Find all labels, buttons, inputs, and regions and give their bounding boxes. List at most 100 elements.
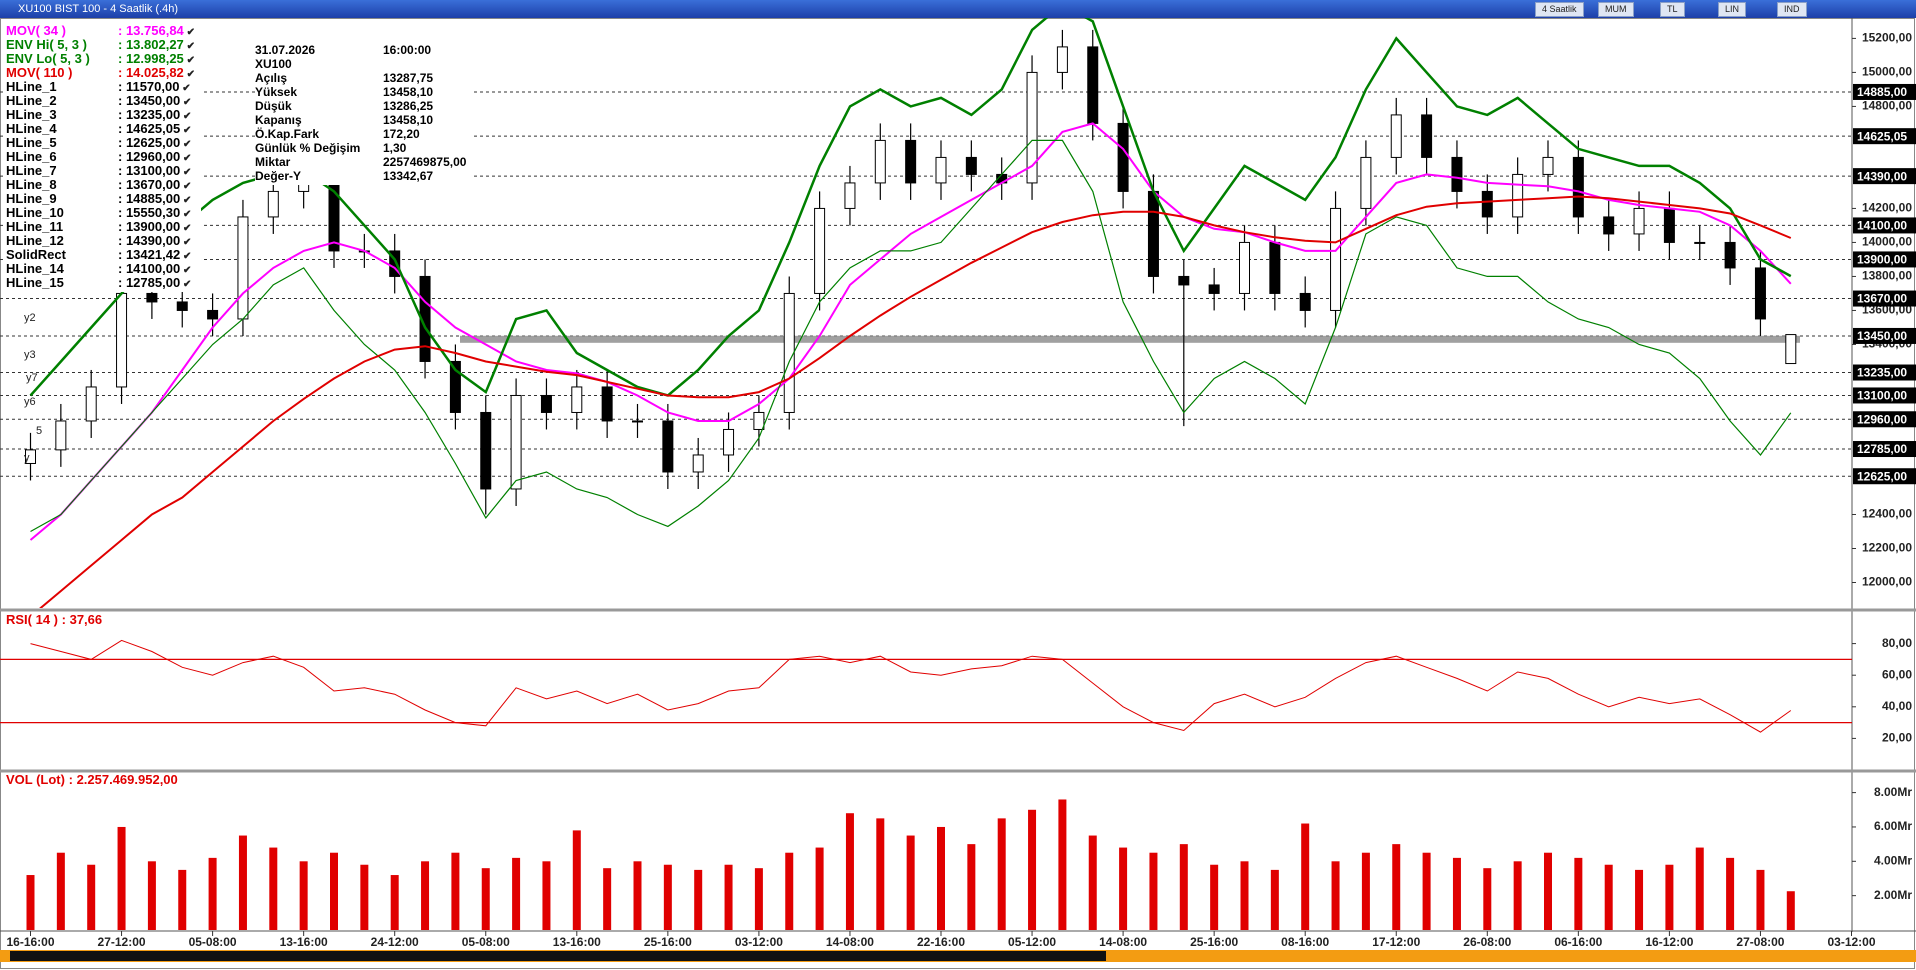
volume-bar (1695, 847, 1704, 930)
candle-body (1512, 173, 1524, 218)
price-tag-label: 14390,00 (1857, 169, 1907, 183)
info-label: Günlük % Değişim (255, 141, 361, 155)
legend-entry: HLine_12 14390,00 (6, 233, 195, 248)
volume-bar (1331, 861, 1340, 930)
x-tick-label: 05-12:00 (1008, 935, 1056, 949)
info-row: Kapanış 13458,10 (255, 113, 466, 127)
price-tag (1853, 290, 1916, 307)
axes: 12000,0012200,0012400,0013400,0013600,00… (6, 31, 1916, 949)
scrollbar-thumb[interactable] (10, 951, 1106, 961)
volume-bar (1149, 852, 1158, 930)
y-tick-label: 2.00Mr (1874, 888, 1912, 902)
candle-body (85, 386, 97, 422)
toolbar-button[interactable]: 4 Saatlik (1535, 2, 1584, 17)
legend-value: 12625,00 (118, 135, 191, 150)
price-panel (0, 18, 1852, 608)
y-tick-label: 14000,00 (1862, 235, 1912, 249)
price-tag (1853, 168, 1916, 185)
volume-bar (906, 835, 915, 930)
volume-bar (1088, 835, 1097, 930)
y-tick-label: 12000,00 (1862, 575, 1912, 589)
volume-bar (1270, 869, 1279, 930)
candle-body (1299, 292, 1311, 311)
price-tag-label: 14885,00 (1857, 85, 1907, 99)
legend-value: 15550,30 (118, 205, 191, 220)
candle-body (1147, 190, 1159, 277)
legend-value: 13100,00 (118, 163, 191, 178)
volume-bar (694, 869, 703, 930)
annotation: y3 (24, 349, 36, 361)
volume-bar (269, 847, 278, 930)
volume-bar (360, 864, 369, 930)
volume-bar (663, 864, 672, 930)
volume-bar (87, 864, 96, 930)
annotation: y6 (24, 396, 36, 408)
volume-bar (299, 861, 308, 930)
candle-body (1724, 241, 1736, 269)
volume-bar (421, 861, 430, 930)
volume-bar (1210, 864, 1219, 930)
y-tick-label: 15200,00 (1862, 31, 1912, 45)
price-tag-label: 13235,00 (1857, 366, 1907, 380)
volume-value: 2.257.469.952,00 (69, 772, 178, 787)
volume-bar (724, 864, 733, 930)
volume-bar (997, 818, 1006, 930)
volume-bar (1483, 868, 1492, 930)
volume-bar (1119, 847, 1128, 930)
toolbar-button[interactable]: TL (1660, 2, 1685, 17)
candle-body (1056, 46, 1068, 73)
legend-value: 12960,00 (118, 149, 191, 164)
indicator-line (39, 195, 1792, 608)
candle-body (1421, 114, 1433, 158)
x-tick-label: 27-08:00 (1736, 935, 1784, 949)
price-tag-label: 13670,00 (1857, 292, 1907, 306)
legend-entry: HLine_4 14625,05 (6, 121, 195, 136)
volume-bar (26, 875, 35, 930)
info-label: Değer-Y (255, 169, 302, 183)
x-tick-label: 27-12:00 (98, 935, 146, 949)
candle-body (389, 250, 401, 277)
legend-entry: HLine_9 14885,00 (6, 191, 195, 206)
volume-bar (633, 861, 642, 930)
volume-bar (512, 857, 521, 930)
toolbar-button[interactable]: IND (1777, 2, 1807, 17)
candle-body (692, 454, 704, 473)
candle-body (874, 139, 886, 184)
legend-name: HLine_15 (6, 275, 64, 290)
volume-header: VOL (Lot) 2.257.469.952,00 (6, 772, 178, 787)
legend-name: HLine_11 (6, 219, 64, 234)
candle-body (237, 216, 249, 320)
legend-value: 14100,00 (118, 261, 191, 276)
price-tag-label: 13450,00 (1857, 329, 1907, 343)
price-tag-label: 12785,00 (1857, 442, 1907, 456)
volume-bar (1604, 864, 1613, 930)
rsi-title: RSI( 14 ) (6, 612, 59, 627)
volume-bar (56, 852, 65, 930)
candle-body (1572, 156, 1584, 218)
y-tick-label: 13800,00 (1862, 269, 1912, 283)
candle-body (662, 420, 674, 473)
toolbar-button[interactable]: MUM (1598, 2, 1634, 17)
price-tag-label: 12625,00 (1857, 469, 1907, 483)
volume-bar (1786, 891, 1795, 930)
price-tag-label: 13100,00 (1857, 389, 1907, 403)
legend-entry: ENV Hi( 5, 3 ) 13.802,27 (6, 37, 195, 52)
legend-name: ENV Hi( 5, 3 ) (6, 37, 87, 52)
candle-body (1026, 71, 1038, 184)
legend-entry: MOV( 110 ) 14.025,82 (6, 65, 195, 80)
x-tick-label: 05-08:00 (462, 935, 510, 949)
toolbar-button[interactable]: LIN (1718, 2, 1747, 17)
legend-value: 13900,00 (118, 219, 191, 234)
info-value: 13286,25 (383, 99, 434, 113)
indicator-line (29, 122, 1792, 541)
annotation: 5 (36, 425, 43, 437)
legend-value: 11570,00 (118, 79, 191, 94)
legend-entry: HLine_8 13670,00 (6, 177, 195, 192)
info-value: 2257469875,00 (383, 155, 467, 169)
candle-body (1390, 114, 1402, 158)
legend-name: HLine_1 (6, 79, 57, 94)
info-label: Kapanış (255, 113, 302, 127)
info-label: Düşük (255, 99, 292, 113)
